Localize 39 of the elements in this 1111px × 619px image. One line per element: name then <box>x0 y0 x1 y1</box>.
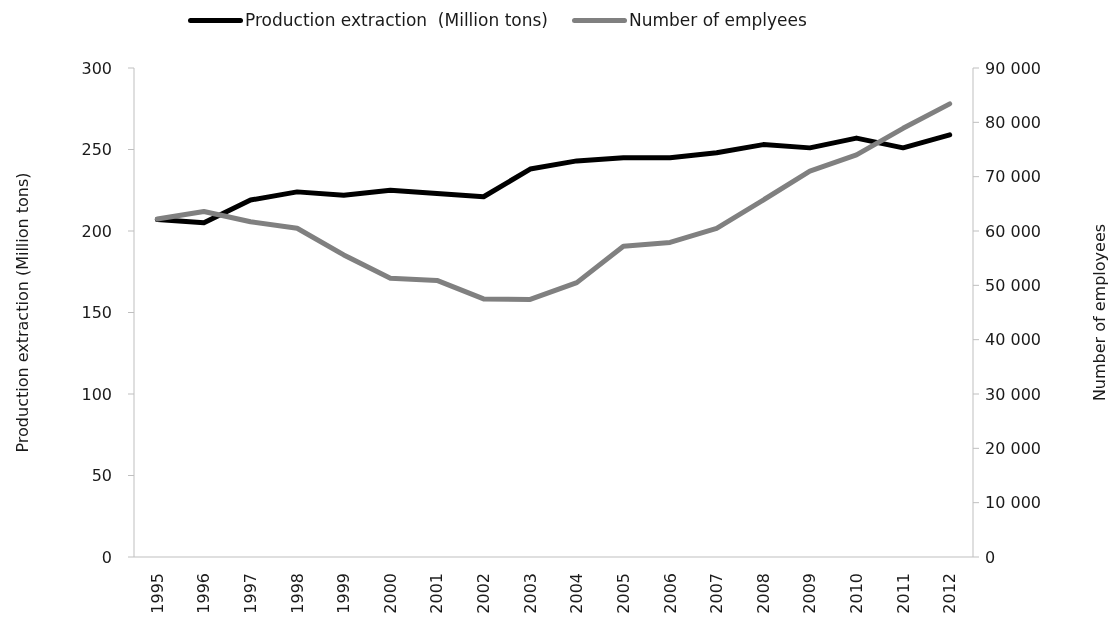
x-tick-label: 2000 <box>380 573 400 614</box>
x-tick-label: 2012 <box>940 573 960 614</box>
y2-tick-label: 40 000 <box>985 330 1041 350</box>
y-tick-label: 0 <box>101 547 112 567</box>
x-tick-label: 2009 <box>800 573 820 614</box>
y-tick-label: 200 <box>81 221 112 241</box>
x-tick-label: 2004 <box>567 573 587 614</box>
x-tick-label: 2007 <box>707 573 727 614</box>
x-tick-label: 2006 <box>660 573 680 614</box>
y-tick-label: 100 <box>81 384 112 404</box>
y2-tick-label: 0 <box>985 547 996 567</box>
x-tick-label: 2003 <box>520 573 540 614</box>
x-tick-label: 2011 <box>893 573 913 614</box>
y2-tick-label: 20 000 <box>985 439 1041 459</box>
y-tick-label: 250 <box>81 140 112 160</box>
x-tick-label: 1998 <box>287 573 307 614</box>
y-tick-label: 50 <box>91 466 112 486</box>
y2-tick-label: 10 000 <box>985 493 1041 513</box>
y2-tick-label: 30 000 <box>985 384 1041 404</box>
y2-axis-title: Number of employees <box>1089 223 1109 402</box>
x-tick-label: 2008 <box>753 573 773 614</box>
x-tick-label: 1995 <box>147 573 167 614</box>
x-tick-label: 1996 <box>194 573 214 614</box>
y-axis-title: Production extraction (Million tons) <box>12 172 32 453</box>
y2-tick-label: 50 000 <box>985 276 1041 296</box>
y-tick-label: 150 <box>81 303 112 323</box>
legend-label: Number of emplyees <box>628 10 807 30</box>
y2-tick-label: 80 000 <box>985 113 1041 133</box>
x-tick-label: 2005 <box>613 573 633 614</box>
x-tick-label: 2001 <box>427 573 447 614</box>
y2-tick-label: 60 000 <box>985 221 1041 241</box>
x-tick-label: 1997 <box>241 573 261 614</box>
x-tick-label: 1999 <box>334 573 354 614</box>
y2-tick-label: 70 000 <box>985 167 1041 187</box>
x-tick-label: 2002 <box>474 573 494 614</box>
y-tick-label: 300 <box>81 58 112 78</box>
y2-tick-label: 90 000 <box>985 58 1041 78</box>
legend-label: Production extraction (Million tons) <box>245 10 548 30</box>
x-tick-label: 2010 <box>846 573 866 614</box>
